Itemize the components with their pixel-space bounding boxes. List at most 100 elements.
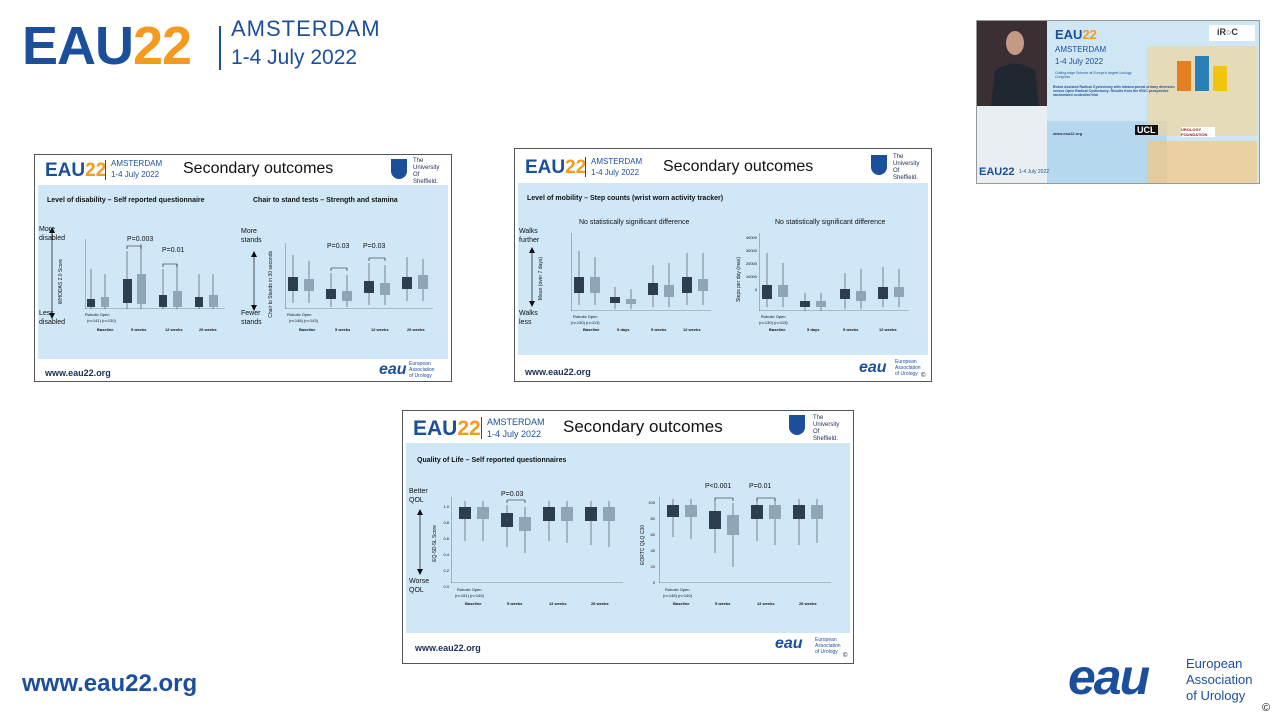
disability-xaxis-n: (n=141) (n=130) xyxy=(87,318,116,323)
city-illustration-bottom xyxy=(1147,141,1257,183)
sheffield-crest-icon xyxy=(391,159,407,179)
disability-group-26w: 26 weeks xyxy=(199,327,217,332)
congress-city: AMSTERDAM xyxy=(231,16,381,41)
slide-content-panel xyxy=(406,443,850,633)
box-open-5w xyxy=(727,515,739,535)
maxsteps-xaxis-n: (n=130) (n=113) xyxy=(759,320,788,325)
slide-title: Secondary outcomes xyxy=(563,417,723,436)
less-disabled-label: Less disabled xyxy=(39,310,66,326)
box-open-baseline xyxy=(778,285,788,297)
disability-subtitle: Level of disability – Self reported ques… xyxy=(47,197,205,204)
box-open-12w xyxy=(380,283,390,295)
disability-boxplot xyxy=(85,239,225,309)
slide-city: AMSTERDAM xyxy=(591,157,643,166)
speaker-video[interactable]: EAU22 AMSTERDAM 1-4 July 2022 Cutting-ed… xyxy=(976,20,1260,184)
box-robotic-baseline xyxy=(762,285,772,299)
slide-disability-chair-stand: EAU22 AMSTERDAM 1-4 July 2022 Secondary … xyxy=(34,154,452,382)
video-talk-title: Robot Assisted Radical Cystectomy with i… xyxy=(1053,85,1175,97)
box-robotic-5w xyxy=(123,279,132,303)
disability-direction-arrow xyxy=(49,227,55,319)
sheffield-name: The University Of Sheffield. xyxy=(413,158,440,185)
eq5d-group-12w: 12 weeks xyxy=(549,601,567,606)
eq5d-group-baseline: Baseline xyxy=(465,601,482,606)
chair-group-baseline: Baseline xyxy=(299,327,316,332)
worse-qol-label: Worse QOL xyxy=(409,578,430,594)
box-open-5w xyxy=(519,517,531,531)
city-house-1 xyxy=(1177,61,1191,91)
eortc-yticks: 100 80 60 40 20 0 xyxy=(648,500,655,585)
steps-mean-boxplot xyxy=(571,233,711,311)
pvalue-bracket xyxy=(126,245,142,249)
box-robotic-12w xyxy=(543,507,555,521)
chair-xaxis-n: (n=148) (n=143) xyxy=(289,318,318,323)
logo-divider xyxy=(219,26,221,70)
chair-stand-subtitle: Chair to stand tests – Strength and stam… xyxy=(253,197,398,204)
box-robotic-12w xyxy=(364,281,374,293)
slide-dates: 1-4 July 2022 xyxy=(591,168,640,177)
mobility-subtitle: Level of mobility – Step counts (wrist w… xyxy=(527,195,724,202)
box-open-12w xyxy=(173,291,182,307)
eau22-logo: EAU22 xyxy=(22,16,192,76)
eortc-xaxis-n: (n=148) (n=140) xyxy=(663,593,692,598)
pvalue-bracket xyxy=(506,499,526,503)
box-robotic-5d xyxy=(610,297,620,303)
footer-url[interactable]: www.eau22.org xyxy=(22,670,198,697)
city-house-3 xyxy=(1213,66,1227,91)
eq5d-yticks: 1.0 0.8 0.6 0.4 0.2 0.0 xyxy=(443,504,449,589)
eortc-xaxis-arms: Robotic Open xyxy=(665,587,690,592)
no-difference-note: No statistically significant difference xyxy=(579,219,690,226)
sheffield-name: The University Of Sheffield. xyxy=(813,415,840,442)
disability-group-12w: 12 weeks xyxy=(165,327,183,332)
fewer-stands-label: Fewer stands xyxy=(241,310,262,326)
pvalue-bracket xyxy=(368,257,386,261)
box-open-baseline xyxy=(101,297,109,307)
box-robotic-5w xyxy=(648,283,658,295)
pvalue-label: P=0.03 xyxy=(501,491,524,498)
disability-xaxis-arms: Robotic Open xyxy=(85,312,110,317)
mobility-direction-arrow xyxy=(529,247,535,307)
box-robotic-5w xyxy=(709,511,721,529)
more-stands-label: More stands xyxy=(241,228,262,244)
slide-title: Secondary outcomes xyxy=(183,160,334,177)
maxsteps-xaxis-arms: Robotic Open xyxy=(761,314,786,319)
eau-logo-mark: eau xyxy=(1068,649,1150,705)
slide-logo-divider xyxy=(481,417,482,439)
slide-eau-text: European Association of Urology xyxy=(815,637,841,655)
box-open-5d xyxy=(816,301,826,307)
box-open-baseline xyxy=(685,505,697,517)
slide-eau-text: European Association of Urology xyxy=(895,359,921,377)
box-robotic-baseline xyxy=(288,277,298,291)
slide-eau-text: European Association of Urology xyxy=(409,361,435,379)
pvalue-label: P<0.001 xyxy=(705,483,732,490)
slide-eau-mark: eau xyxy=(775,635,803,652)
box-robotic-26w xyxy=(195,297,203,307)
video-dates: 1-4 July 2022 xyxy=(1055,57,1104,66)
walks-less-label: Walks less xyxy=(519,310,538,326)
eortc-group-baseline: Baseline xyxy=(673,601,690,606)
video-foot-logo: EAU22 xyxy=(979,166,1015,178)
maxsteps-group-baseline: Baseline xyxy=(769,327,786,332)
eau-logo-year: 22 xyxy=(133,16,192,76)
box-robotic-baseline xyxy=(87,299,95,307)
eau-logo-text: European Association of Urology xyxy=(1186,656,1253,703)
box-open-5w xyxy=(342,291,352,301)
better-qol-label: Better QOL xyxy=(409,488,428,504)
box-robotic-5w xyxy=(840,289,850,299)
slide-eau-logo: EAU22 xyxy=(525,157,587,178)
pvalue-bracket xyxy=(330,267,348,271)
slide-dates: 1-4 July 2022 xyxy=(487,429,542,439)
qol-subtitle: Quality of Life – Self reported question… xyxy=(417,457,567,464)
mobility-xaxis-n: (n=130) (n=113) xyxy=(571,320,600,325)
walks-further-label: Walks further xyxy=(519,228,540,244)
congress-dates: 1-4 July 2022 xyxy=(231,46,358,69)
eortc-group-26w: 26 weeks xyxy=(799,601,817,606)
box-robotic-baseline xyxy=(667,505,679,517)
chair-xaxis-arms: Robotic Open xyxy=(287,312,312,317)
video-iroc-logo: iR○C xyxy=(1217,27,1238,37)
slide-eau-logo: EAU22 xyxy=(413,417,481,440)
box-open-baseline xyxy=(304,279,314,291)
eortc-group-12w: 12 weeks xyxy=(757,601,775,606)
box-robotic-26w xyxy=(402,277,412,289)
slide-copyright: © xyxy=(843,653,848,659)
sheffield-crest-icon xyxy=(871,155,887,175)
